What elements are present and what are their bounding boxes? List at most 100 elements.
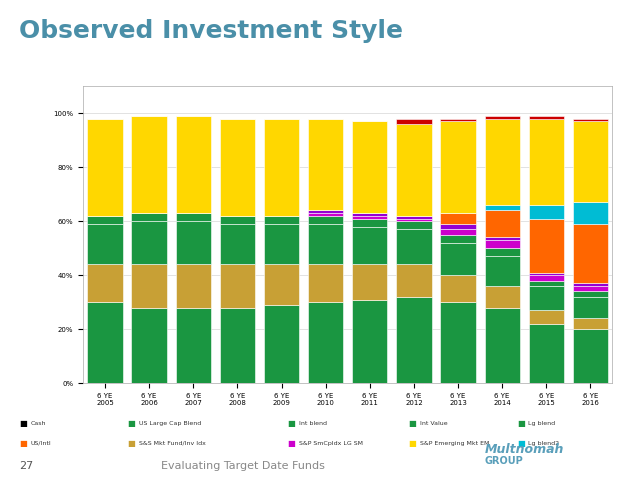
Text: ■: ■ — [517, 420, 524, 428]
Bar — [396, 229, 431, 264]
Bar — [87, 264, 122, 302]
Bar — [440, 243, 476, 275]
Bar — [396, 221, 431, 229]
Bar — [264, 119, 299, 216]
Bar — [440, 275, 476, 302]
Bar — [484, 119, 520, 205]
Text: Int Value: Int Value — [420, 422, 447, 426]
Bar — [573, 283, 608, 286]
Bar — [175, 213, 211, 221]
Text: ■: ■ — [408, 420, 416, 428]
Bar — [573, 224, 608, 283]
Bar — [131, 264, 167, 308]
Bar — [484, 248, 520, 256]
Bar — [175, 264, 211, 308]
Bar — [308, 213, 343, 216]
Bar — [396, 124, 431, 216]
Bar — [87, 119, 122, 216]
Text: ■: ■ — [128, 420, 135, 428]
Bar — [484, 256, 520, 286]
Text: ■: ■ — [287, 439, 295, 447]
Text: Lg blend2: Lg blend2 — [528, 441, 560, 445]
Text: Evaluating Target Date Funds: Evaluating Target Date Funds — [161, 461, 324, 471]
Bar — [219, 264, 255, 308]
Bar — [573, 319, 608, 329]
Bar — [573, 121, 608, 202]
Text: S&P Emerging Mkt EM: S&P Emerging Mkt EM — [420, 441, 489, 445]
Bar — [308, 264, 343, 302]
Bar — [440, 119, 476, 121]
Text: Int blend: Int blend — [299, 422, 327, 426]
Bar — [440, 121, 476, 213]
Bar — [264, 305, 299, 383]
Bar — [529, 218, 564, 273]
Bar — [440, 229, 476, 235]
Bar — [87, 216, 122, 224]
Text: US/Intl: US/Intl — [31, 441, 51, 445]
Bar — [219, 216, 255, 224]
Bar — [529, 275, 564, 281]
Bar — [484, 205, 520, 210]
Bar — [484, 116, 520, 119]
Bar — [529, 119, 564, 205]
Bar — [131, 308, 167, 383]
Bar — [484, 240, 520, 248]
Bar — [352, 264, 387, 299]
Bar — [175, 308, 211, 383]
Bar — [484, 286, 520, 308]
Bar — [352, 216, 387, 218]
Bar — [484, 308, 520, 383]
Text: ■: ■ — [517, 439, 524, 447]
Text: 27: 27 — [19, 461, 33, 471]
Bar — [264, 264, 299, 305]
Bar — [264, 224, 299, 264]
Bar — [308, 119, 343, 210]
Text: ■: ■ — [128, 439, 135, 447]
Bar — [573, 297, 608, 319]
Text: ■: ■ — [19, 420, 27, 428]
Text: S&P SmCpIdx LG SM: S&P SmCpIdx LG SM — [299, 441, 362, 445]
Bar — [87, 302, 122, 383]
Text: Observed Investment Style: Observed Investment Style — [19, 19, 403, 43]
Bar — [396, 218, 431, 221]
Bar — [264, 216, 299, 224]
Bar — [308, 302, 343, 383]
Text: US Large Cap Blend: US Large Cap Blend — [139, 422, 202, 426]
Text: ■: ■ — [408, 439, 416, 447]
Bar — [308, 210, 343, 213]
Text: GROUP: GROUP — [485, 456, 524, 466]
Text: Multnomah: Multnomah — [485, 443, 564, 456]
Bar — [87, 224, 122, 264]
Bar — [529, 205, 564, 218]
Bar — [396, 216, 431, 218]
Bar — [529, 324, 564, 383]
Text: Cash: Cash — [31, 422, 46, 426]
Text: ■: ■ — [19, 439, 27, 447]
Bar — [573, 202, 608, 224]
Bar — [175, 221, 211, 264]
Bar — [529, 286, 564, 310]
Bar — [308, 224, 343, 264]
Bar — [131, 213, 167, 221]
Text: ■: ■ — [287, 420, 295, 428]
Bar — [352, 299, 387, 383]
Bar — [352, 121, 387, 213]
Bar — [529, 281, 564, 286]
Bar — [131, 221, 167, 264]
Bar — [131, 116, 167, 213]
Bar — [440, 302, 476, 383]
Bar — [352, 227, 387, 264]
Bar — [219, 119, 255, 216]
Bar — [396, 119, 431, 124]
Bar — [440, 235, 476, 243]
Bar — [396, 297, 431, 383]
Text: S&S Mkt Fund/Inv Idx: S&S Mkt Fund/Inv Idx — [139, 441, 206, 445]
Bar — [352, 213, 387, 216]
Bar — [484, 210, 520, 238]
Bar — [573, 119, 608, 121]
Bar — [396, 264, 431, 297]
Bar — [529, 273, 564, 275]
Bar — [219, 308, 255, 383]
Bar — [440, 224, 476, 229]
Bar — [308, 216, 343, 224]
